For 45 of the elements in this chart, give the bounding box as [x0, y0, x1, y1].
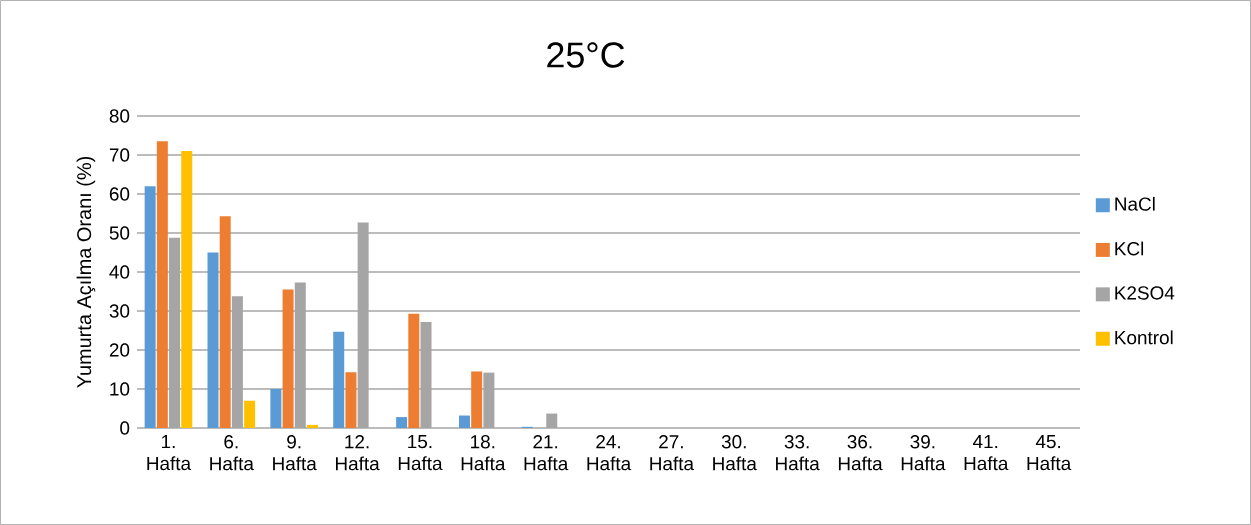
bar: [306, 424, 318, 428]
y-tick-label: 50: [109, 226, 130, 240]
legend-label: NaCl: [1115, 196, 1155, 211]
bar: [333, 331, 345, 428]
bar: [270, 389, 282, 428]
y-tick-label: 60: [109, 187, 130, 201]
x-tick-label: 36. Hafta: [838, 435, 883, 471]
legend-label: KCl: [1115, 241, 1144, 256]
y-tick-label: 0: [120, 421, 130, 435]
bar: [156, 141, 168, 428]
x-tick-label: 39. Hafta: [901, 435, 946, 471]
legend-label: Kontrol: [1115, 330, 1173, 345]
x-tick-label: 6. Hafta: [210, 435, 254, 471]
x-tick-label: 24. Hafta: [587, 435, 632, 471]
y-axis-title: Yumurta Açılma Oranı (%): [76, 156, 96, 388]
x-tick-label: 18. Hafta: [461, 435, 506, 471]
x-tick-label: 27. Hafta: [650, 435, 695, 471]
y-tick-label: 70: [109, 148, 130, 162]
x-tick-label: 45. Hafta: [1027, 435, 1072, 471]
bar: [408, 313, 420, 428]
chart-title: 25°C: [547, 42, 625, 68]
bar: [471, 371, 483, 428]
x-tick-label: 12. Hafta: [335, 435, 380, 471]
x-tick-label: 1. Hafta: [147, 435, 192, 471]
bar: [219, 216, 231, 428]
bar: [458, 415, 470, 428]
x-tick-label: 9. Hafta: [273, 435, 317, 471]
y-tick-label: 20: [109, 343, 130, 357]
bar: [181, 151, 193, 428]
y-tick-label: 80: [109, 109, 130, 123]
legend-label: K2SO4: [1115, 286, 1175, 300]
x-tick-label: 15. Hafta: [398, 435, 443, 471]
bar: [396, 417, 408, 428]
x-tick-label: 33. Hafta: [776, 435, 820, 471]
x-tick-label: 21. Hafta: [524, 435, 569, 471]
bar: [244, 400, 256, 428]
bar: [345, 372, 357, 428]
bar: [282, 289, 294, 428]
y-tick-label: 40: [109, 265, 130, 279]
y-tick-label: 30: [109, 304, 130, 318]
x-tick-label: 30. Hafta: [713, 435, 757, 471]
x-tick-label: 41. Hafta: [964, 435, 1009, 471]
bar: [144, 186, 156, 428]
y-tick-label: 10: [110, 382, 130, 396]
bar: [207, 252, 219, 428]
